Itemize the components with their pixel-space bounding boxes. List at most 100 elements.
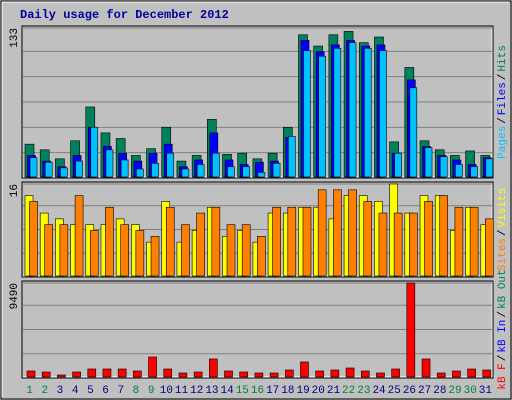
bar	[467, 368, 476, 378]
bar	[60, 167, 68, 178]
x-tick-label: 29	[448, 385, 461, 397]
legend: Sites /Visits	[497, 188, 509, 271]
bar	[44, 161, 53, 178]
bar	[212, 152, 220, 178]
bar	[455, 164, 463, 178]
bar	[29, 201, 38, 277]
bar	[345, 367, 355, 378]
bar	[166, 152, 175, 178]
bar	[421, 358, 431, 378]
x-tick-label: 12	[190, 385, 203, 397]
bar	[26, 370, 36, 378]
legend-item: Files	[497, 82, 509, 115]
bar	[363, 48, 372, 178]
bar	[193, 371, 203, 378]
bar	[41, 371, 51, 378]
x-tick-label: 9	[148, 385, 155, 397]
bar	[89, 230, 99, 277]
bar	[136, 168, 144, 178]
bar	[272, 206, 281, 277]
x-tick-label: 15	[236, 385, 249, 397]
legend-item: kB Out	[497, 269, 509, 309]
bar	[151, 163, 159, 178]
legend-separator: /	[497, 311, 509, 318]
bar	[315, 370, 324, 378]
bar	[393, 212, 403, 277]
bar	[178, 372, 188, 378]
bar	[74, 195, 84, 277]
legend-separator: /	[497, 229, 509, 236]
x-tick-label: 10	[160, 385, 173, 397]
bar	[29, 157, 38, 178]
bar	[348, 189, 357, 277]
bar	[120, 159, 129, 178]
x-tick-label: 18	[281, 385, 294, 397]
bar	[391, 368, 400, 378]
bar	[333, 189, 342, 277]
bar	[333, 48, 342, 178]
bar	[241, 224, 251, 277]
bar	[102, 368, 112, 378]
chart-title: Daily usage for December 2012	[20, 8, 229, 22]
bar	[57, 374, 66, 378]
bar	[117, 368, 127, 378]
x-tick-label: 27	[418, 385, 431, 397]
bar	[75, 160, 83, 178]
bar	[378, 212, 388, 277]
bar	[436, 372, 446, 378]
x-tick-label: 1	[26, 385, 33, 397]
y-tick-label: 16	[9, 184, 21, 197]
bar	[150, 236, 160, 277]
legend-item: Visits	[497, 188, 509, 228]
bar	[302, 206, 312, 277]
x-tick-label: 5	[87, 385, 94, 397]
bar	[87, 368, 97, 378]
bar	[257, 236, 266, 277]
bar	[303, 50, 311, 178]
y-tick-label: 9490	[9, 283, 21, 309]
bar	[452, 370, 461, 378]
bar	[482, 369, 492, 378]
bar	[318, 55, 326, 178]
bar	[284, 369, 294, 378]
x-tick-label: 14	[221, 385, 235, 397]
bar	[209, 358, 218, 378]
x-tick-label: 26	[403, 385, 416, 397]
bar	[439, 156, 448, 178]
bar	[409, 212, 418, 277]
x-tick-label: 22	[342, 385, 355, 397]
x-tick-label: 17	[266, 385, 279, 397]
x-tick-label: 23	[357, 385, 370, 397]
legend-item: Sites	[497, 238, 509, 271]
x-tick-label: 28	[433, 385, 446, 397]
bar	[379, 50, 387, 178]
bar	[227, 166, 235, 178]
bar	[330, 369, 340, 378]
x-tick-label: 8	[133, 385, 140, 397]
x-tick-label: 30	[464, 385, 477, 397]
bar	[424, 147, 433, 178]
x-tick-label: 11	[175, 385, 189, 397]
bar	[424, 201, 433, 277]
bar	[226, 224, 236, 277]
bar	[120, 224, 129, 277]
bar	[300, 361, 309, 378]
x-tick-label: 20	[312, 385, 325, 397]
bar	[269, 372, 279, 378]
bar	[287, 135, 296, 178]
bar	[406, 282, 416, 378]
x-tick-label: 13	[205, 385, 218, 397]
bar	[363, 201, 373, 277]
bar	[165, 206, 175, 277]
bar	[485, 218, 494, 277]
bar	[257, 172, 266, 178]
bar	[133, 370, 142, 378]
x-tick-label: 31	[479, 385, 493, 397]
legend: kB F/kB In/kB Out	[497, 269, 509, 389]
bar	[454, 206, 464, 277]
x-tick-label: 6	[102, 385, 109, 397]
bar	[224, 370, 233, 378]
legend: Pages/Files/Hits	[497, 45, 509, 159]
